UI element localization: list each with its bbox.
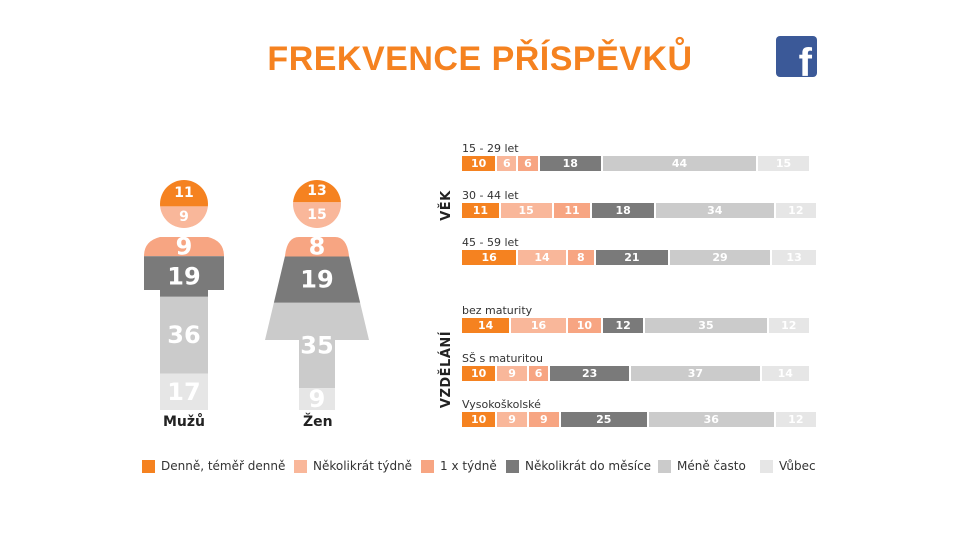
bar-segment: 11 [462, 203, 501, 218]
female-body-label-3: 19 [300, 266, 333, 294]
legend-swatch [760, 459, 773, 473]
bar-segment: 12 [768, 318, 811, 333]
bar-segment: 18 [592, 203, 656, 218]
row-label: Vysokoškolské [462, 398, 541, 411]
legend-item: Několikrát týdně [294, 459, 412, 473]
legend-swatch [506, 459, 519, 473]
bar-segment: 23 [550, 366, 632, 381]
legend-label: Několikrát do měsíce [525, 459, 652, 473]
bar-segment: 11 [553, 203, 593, 218]
bar-segment: 15 [500, 203, 554, 218]
bar-segment: 6 [497, 156, 519, 171]
legend-label: Méně často [677, 459, 746, 473]
female-body-label-2: 8 [309, 233, 326, 261]
male-head-label-1: 9 [179, 209, 189, 225]
bar-segment: 10 [462, 156, 498, 171]
bar-segment: 9 [497, 366, 529, 381]
legend-item: Vůbec [760, 459, 816, 473]
bar-segment: 12 [775, 203, 818, 218]
bar-segment: 14 [761, 366, 811, 381]
female-head-label-1: 15 [307, 207, 326, 223]
page-title: FREKVENCE PŘÍSPĚVKŮ [267, 40, 693, 78]
group-label-1: VZDĚLÁNÍ [438, 330, 454, 408]
bar-segment: 12 [602, 318, 646, 333]
row-label: 30 - 44 let [462, 189, 519, 202]
bar-segment: 10 [567, 318, 603, 333]
bar-segment: 44 [602, 156, 759, 171]
bar-segment: 14 [518, 250, 568, 265]
bar-segment: 16 [462, 250, 519, 265]
bar-segment: 25 [560, 412, 649, 427]
male-body-label-2: 9 [176, 233, 193, 261]
bar-segment: 36 [648, 412, 776, 427]
facebook-icon: f [776, 36, 817, 77]
bar-segment: 9 [497, 412, 529, 427]
legend-swatch [294, 459, 307, 473]
male-body-label-4: 36 [167, 321, 200, 349]
bar-segment: 12 [775, 412, 818, 427]
legend-swatch [421, 459, 434, 473]
legend-item: Několikrát do měsíce [506, 459, 651, 473]
legend-item: Denně, téměř denně [142, 459, 285, 473]
female-body-segment-2 [265, 237, 369, 257]
bar-segment: 34 [655, 203, 776, 218]
row-label: 45 - 59 let [462, 236, 519, 249]
group-label-0: VĚK [438, 189, 454, 221]
bar-segment: 21 [595, 250, 670, 265]
bar-segment: 8 [567, 250, 596, 265]
category-label-women: Žen [303, 414, 333, 430]
bar-segment: 10 [462, 366, 498, 381]
bar-segment: 35 [645, 318, 769, 333]
bar-segment: 13 [772, 250, 818, 265]
female-body-label-5: 9 [309, 385, 326, 413]
male-head-segment-1 [160, 206, 208, 228]
row-label: SŠ s maturitou [462, 352, 544, 365]
legend-swatch [658, 459, 671, 473]
female-head-label-0: 13 [307, 183, 326, 199]
male-body-label-3: 19 [167, 263, 200, 291]
legend-label: 1 x týdně [440, 459, 497, 473]
category-label-men: Mužů [163, 414, 206, 430]
bar-segment: 10 [462, 412, 498, 427]
bar-segment: 16 [511, 318, 568, 333]
bar-segment: 15 [758, 156, 811, 171]
facebook-logo-glyph: f [798, 41, 812, 77]
legend-label: Několikrát týdně [313, 459, 413, 473]
row-label: bez maturity [462, 304, 533, 317]
bar-segment: 6 [528, 366, 551, 381]
male-body-segment-2 [144, 237, 224, 257]
female-head [293, 180, 341, 228]
male-body-label-5: 17 [167, 378, 200, 406]
bar-segment: 9 [528, 412, 561, 427]
legend-item: 1 x týdně [421, 459, 497, 473]
bar-segment: 6 [518, 156, 540, 171]
row-label: 15 - 29 let [462, 142, 519, 155]
male-head-label-0: 11 [174, 185, 193, 201]
legend-label: Vůbec [779, 459, 816, 473]
legend-item: Méně často [658, 459, 746, 473]
female-body-label-4: 35 [300, 331, 333, 359]
female-head-segment-0 [293, 180, 341, 203]
legend-label: Denně, téměř denně [161, 459, 286, 473]
bar-segment: 29 [669, 250, 773, 265]
bar-segment: 18 [539, 156, 603, 171]
bar-segment: 14 [462, 318, 512, 333]
legend-swatch [142, 459, 155, 473]
bar-segment: 37 [631, 366, 762, 381]
